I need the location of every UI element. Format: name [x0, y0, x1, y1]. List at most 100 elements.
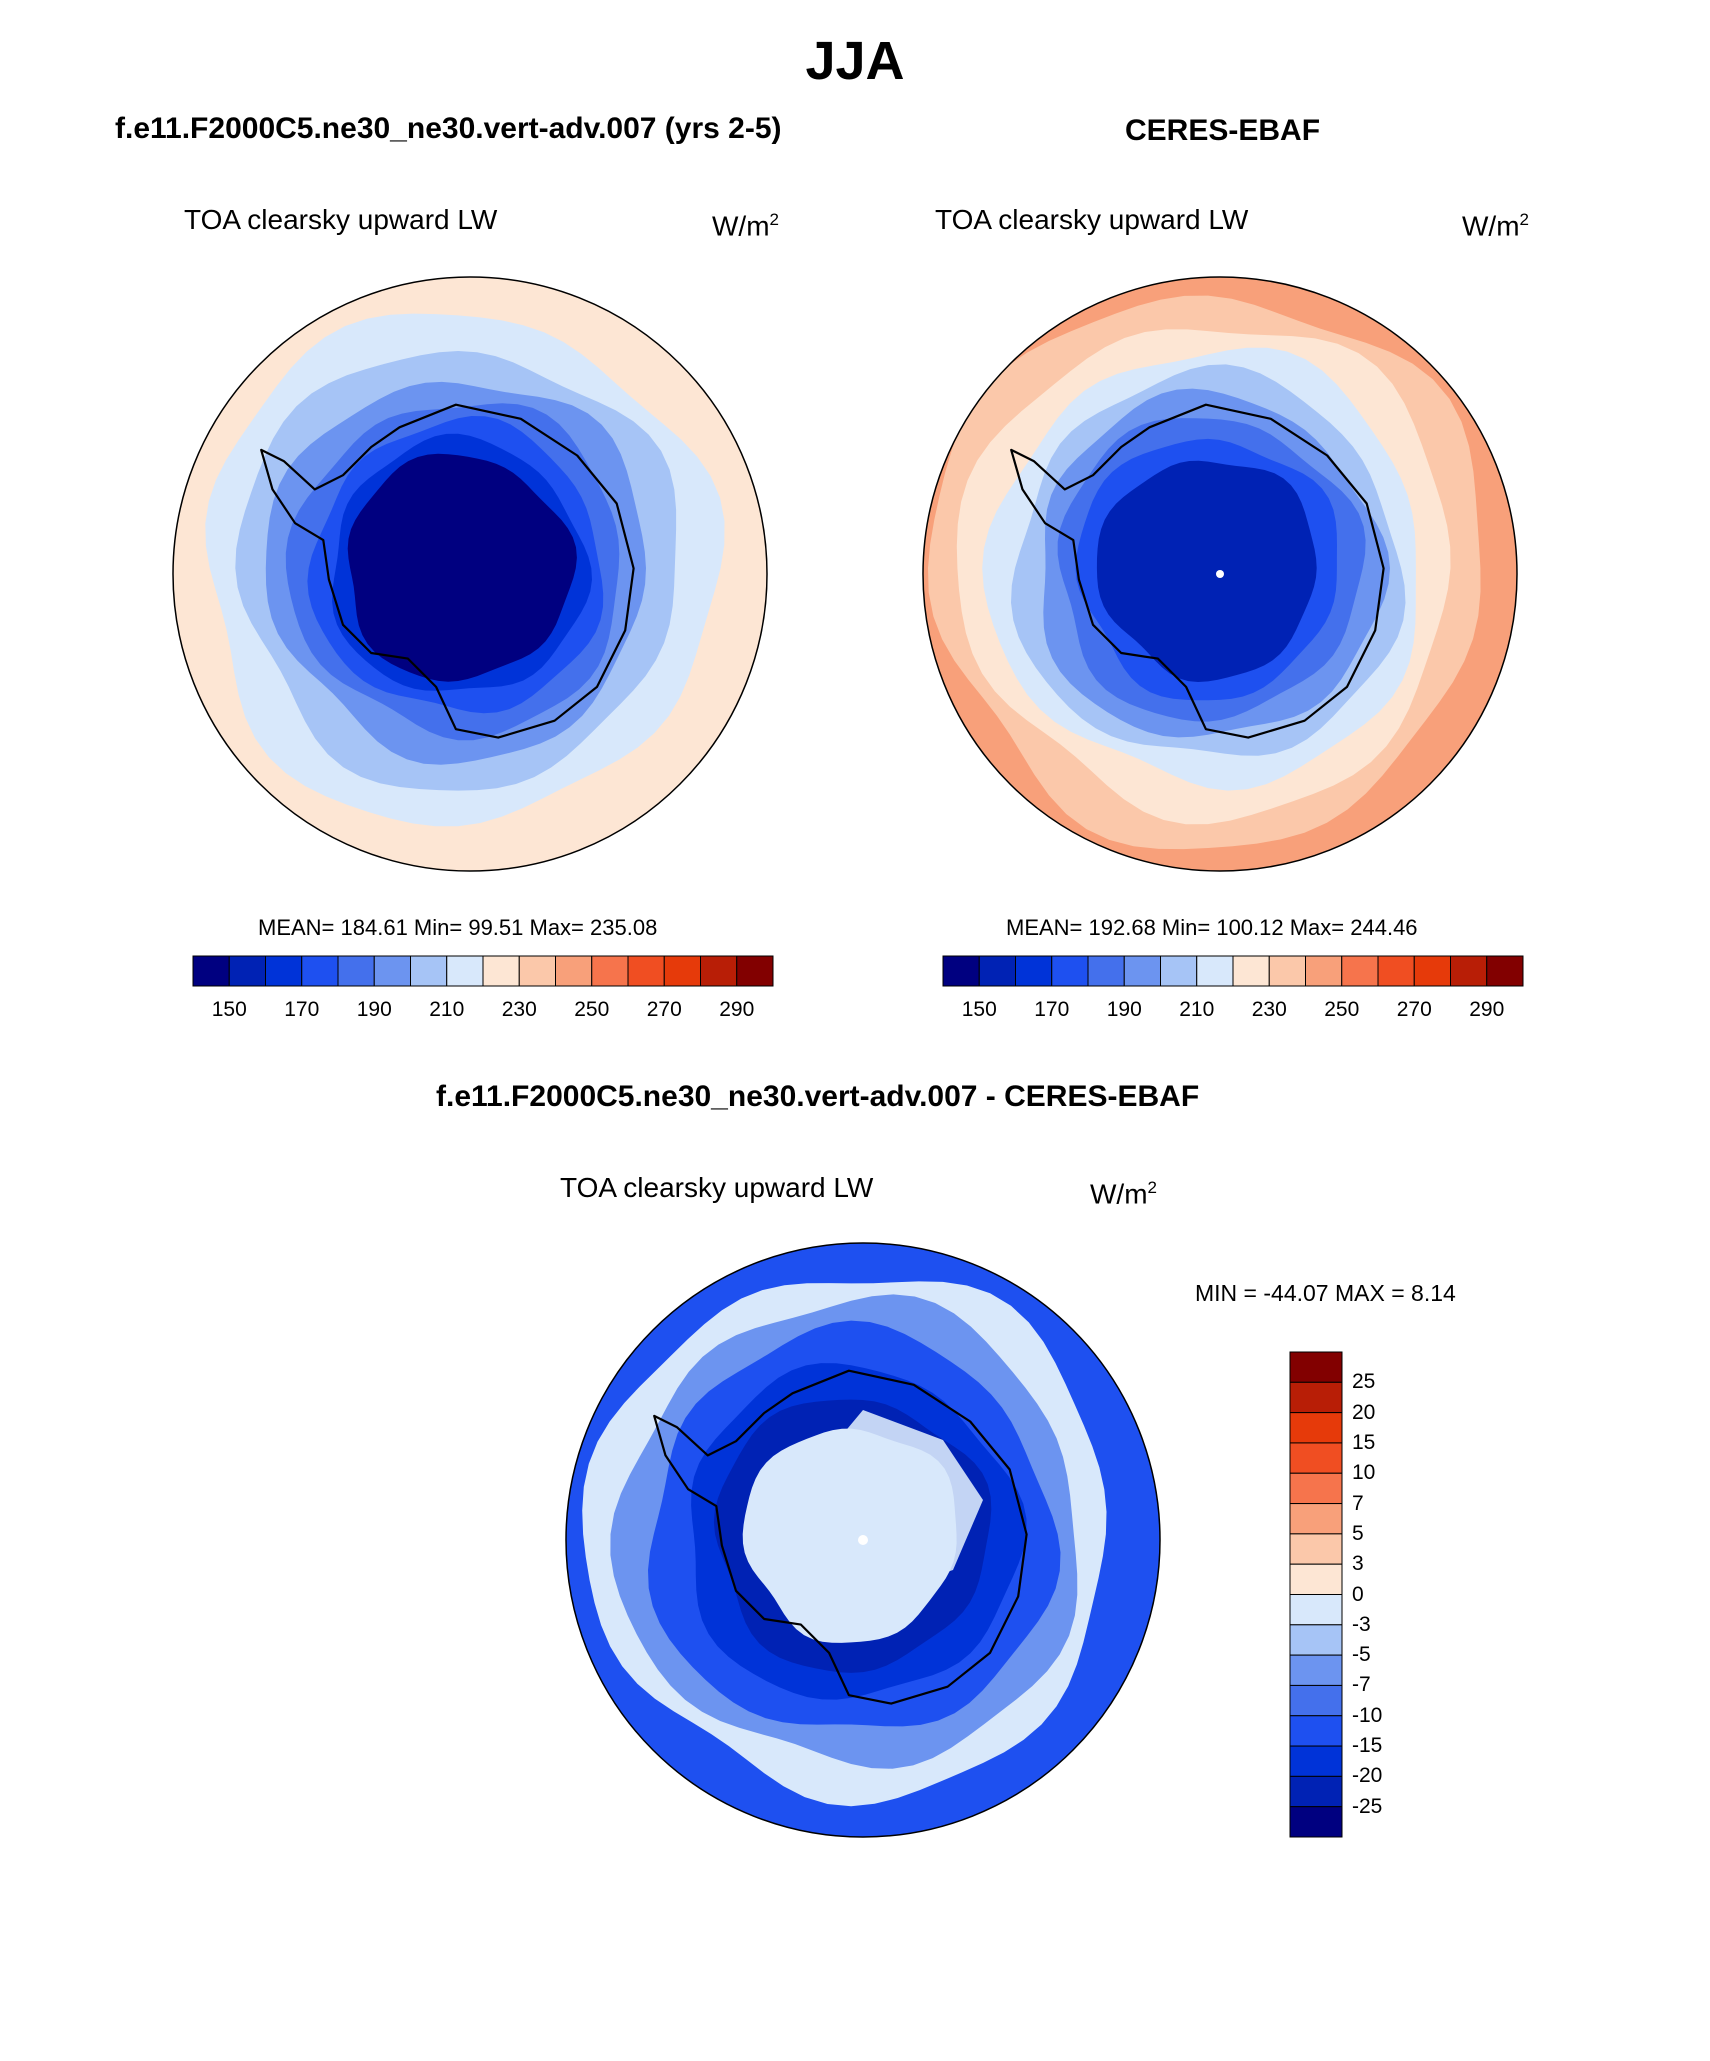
colorbar-tick-label: 230	[501, 998, 537, 1021]
map-field-layer	[923, 277, 1517, 871]
colorbar-swatch	[1123, 955, 1161, 987]
contour-band	[347, 453, 577, 682]
unit-exponent: 2	[1519, 210, 1529, 229]
colorbar-swatch	[1289, 1442, 1343, 1474]
colorbar-tick-label: 290	[719, 998, 755, 1021]
colorbar-swatch	[1341, 955, 1379, 987]
colorbar-tick-label: 170	[284, 998, 320, 1021]
colorbar-swatch	[1289, 1563, 1343, 1595]
colorbar-tick-label: 0	[1352, 1582, 1364, 1606]
colorbar-tick-label: 20	[1352, 1400, 1376, 1424]
colorbar-tick-label: -5	[1352, 1643, 1371, 1667]
colorbar-swatch	[591, 955, 629, 987]
colorbar-swatch	[1087, 955, 1125, 987]
colorbar-tick-label: 3	[1352, 1552, 1364, 1576]
colorbar-swatch	[1289, 1624, 1343, 1656]
coastline	[653, 1369, 1028, 1705]
contour-band	[1096, 460, 1317, 682]
colorbar-swatch	[1305, 955, 1343, 987]
interior-positive-patch	[813, 1410, 983, 1600]
colorbar-tick-label: 25	[1352, 1370, 1376, 1394]
colorbar-swatch	[518, 955, 556, 987]
diff-polar-map	[565, 1242, 1161, 1838]
colorbar-swatch	[1289, 1472, 1343, 1505]
obs-polar-map	[922, 276, 1518, 872]
colorbar-swatch	[1289, 1654, 1343, 1686]
colorbar-swatch	[1450, 955, 1488, 987]
colorbar-swatch	[1289, 1533, 1343, 1565]
colorbar-swatch	[1289, 1684, 1343, 1717]
obs-stats: MEAN= 192.68 Min= 100.12 Max= 244.46	[1006, 915, 1418, 940]
colorbar-swatch	[228, 955, 266, 987]
colorbar-tick-label: 270	[1396, 998, 1432, 1021]
colorbar-tick-label: 7	[1352, 1491, 1364, 1515]
diff-colorbar	[1289, 1351, 1343, 1838]
colorbar-tick-label: 190	[356, 998, 392, 1021]
diff-panel-title: f.e11.F2000C5.ne30_ne30.vert-adv.007 - C…	[436, 1080, 1200, 1113]
south-pole-marker	[858, 1535, 868, 1545]
colorbar-swatch	[1289, 1412, 1343, 1444]
model-colorbar-ticks: 150 170 190 210 230 250 270 290	[193, 998, 773, 1028]
colorbar-swatch	[337, 955, 375, 987]
colorbar-swatch	[1289, 1715, 1343, 1747]
colorbar-swatch	[373, 955, 411, 987]
colorbar-swatch	[1289, 1594, 1343, 1626]
obs-variable-label: TOA clearsky upward LW	[935, 204, 1249, 235]
model-panel-title: f.e11.F2000C5.ne30_ne30.vert-adv.007 (yr…	[115, 112, 782, 145]
colorbar-swatch	[978, 955, 1016, 987]
unit-exponent: 2	[1147, 1178, 1157, 1197]
colorbar-swatch	[1268, 955, 1306, 987]
colorbar-swatch	[1196, 955, 1234, 987]
colorbar-tick-label: 190	[1106, 998, 1142, 1021]
colorbar-swatch	[663, 955, 701, 987]
colorbar-tick-label: 250	[1324, 998, 1360, 1021]
colorbar-swatch	[446, 955, 484, 987]
unit-text: W/m	[712, 210, 770, 242]
obs-colorbar	[942, 955, 1524, 987]
colorbar-tick-label: 250	[574, 998, 610, 1021]
colorbar-swatch	[1377, 955, 1415, 987]
colorbar-tick-label: 210	[1179, 998, 1215, 1021]
colorbar-swatch	[1289, 1503, 1343, 1535]
colorbar-swatch	[700, 955, 738, 987]
diff-stats: MIN = -44.07 MAX = 8.14	[1195, 1280, 1456, 1306]
colorbar-swatch	[1289, 1775, 1343, 1808]
colorbar-tick-label: 270	[646, 998, 682, 1021]
colorbar-swatch	[410, 955, 448, 987]
colorbar-tick-label: 290	[1469, 998, 1505, 1021]
colorbar-tick-label: -15	[1352, 1734, 1383, 1758]
colorbar-swatch	[1289, 1745, 1343, 1777]
model-stats: MEAN= 184.61 Min= 99.51 Max= 235.08	[258, 915, 658, 940]
model-colorbar	[192, 955, 774, 987]
unit-text: W/m	[1462, 210, 1520, 242]
colorbar-tick-label: -10	[1352, 1703, 1383, 1727]
colorbar-tick-label: -3	[1352, 1612, 1371, 1636]
coastline	[1010, 403, 1385, 739]
figure-title: JJA	[805, 31, 905, 91]
colorbar-tick-label: 230	[1251, 998, 1287, 1021]
colorbar-swatch	[1413, 955, 1451, 987]
colorbar-swatch	[736, 955, 774, 987]
colorbar-tick-label: 5	[1352, 1521, 1364, 1545]
colorbar-tick-label: 10	[1352, 1461, 1376, 1485]
colorbar-swatch	[1289, 1381, 1343, 1414]
colorbar-tick-label: 170	[1034, 998, 1070, 1021]
colorbar-swatch	[482, 955, 520, 987]
unit-exponent: 2	[769, 210, 779, 229]
colorbar-tick-label: -20	[1352, 1764, 1383, 1788]
colorbar-swatch	[265, 955, 303, 987]
obs-colorbar-ticks: 150 170 190 210 230 250 270 290	[943, 998, 1523, 1028]
colorbar-tick-label: 150	[211, 998, 247, 1021]
model-unit-label: W/m2	[712, 210, 779, 242]
unit-text: W/m	[1090, 1178, 1148, 1210]
colorbar-swatch	[1015, 955, 1053, 987]
diff-colorbar-ticks: 25 20 15 10 7 5 3 0 -3 -5 -7 -10 -15 -20 -25	[1352, 1352, 1432, 1837]
colorbar-tick-label: -25	[1352, 1794, 1383, 1818]
colorbar-tick-label: -7	[1352, 1673, 1371, 1697]
map-boundary	[565, 1242, 1161, 1838]
colorbar-swatch	[1232, 955, 1270, 987]
model-variable-label: TOA clearsky upward LW	[184, 204, 498, 235]
map-field-layer	[173, 277, 767, 871]
map-boundary	[922, 276, 1518, 872]
colorbar-swatch	[942, 955, 980, 987]
